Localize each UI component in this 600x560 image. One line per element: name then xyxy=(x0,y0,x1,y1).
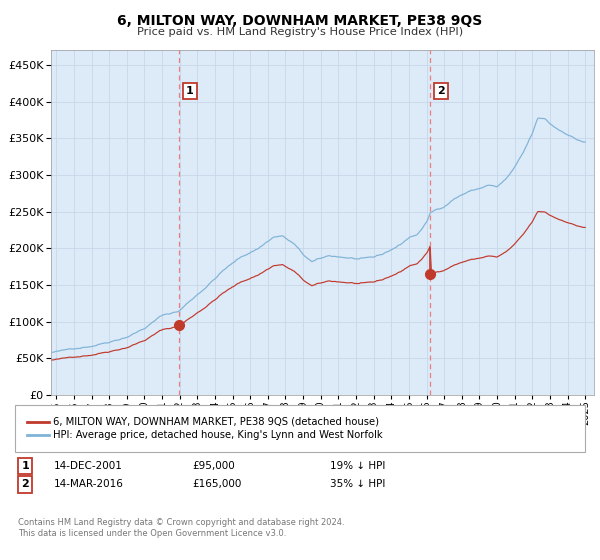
Text: 35% ↓ HPI: 35% ↓ HPI xyxy=(330,479,385,489)
Text: 2: 2 xyxy=(22,479,29,489)
Text: 14-DEC-2001: 14-DEC-2001 xyxy=(54,461,123,471)
Text: 6, MILTON WAY, DOWNHAM MARKET, PE38 9QS (detached house): 6, MILTON WAY, DOWNHAM MARKET, PE38 9QS … xyxy=(53,417,379,427)
Text: Price paid vs. HM Land Registry's House Price Index (HPI): Price paid vs. HM Land Registry's House … xyxy=(137,27,463,37)
Text: 1: 1 xyxy=(22,461,29,471)
Text: 14-MAR-2016: 14-MAR-2016 xyxy=(54,479,124,489)
Text: 6, MILTON WAY, DOWNHAM MARKET, PE38 9QS: 6, MILTON WAY, DOWNHAM MARKET, PE38 9QS xyxy=(118,14,482,28)
Text: £165,000: £165,000 xyxy=(192,479,241,489)
Text: 2: 2 xyxy=(437,86,445,96)
Text: £95,000: £95,000 xyxy=(192,461,235,471)
Text: This data is licensed under the Open Government Licence v3.0.: This data is licensed under the Open Gov… xyxy=(18,529,286,538)
Text: Contains HM Land Registry data © Crown copyright and database right 2024.: Contains HM Land Registry data © Crown c… xyxy=(18,518,344,527)
Text: HPI: Average price, detached house, King's Lynn and West Norfolk: HPI: Average price, detached house, King… xyxy=(53,430,382,440)
Text: 1: 1 xyxy=(186,86,194,96)
Text: 19% ↓ HPI: 19% ↓ HPI xyxy=(330,461,385,471)
